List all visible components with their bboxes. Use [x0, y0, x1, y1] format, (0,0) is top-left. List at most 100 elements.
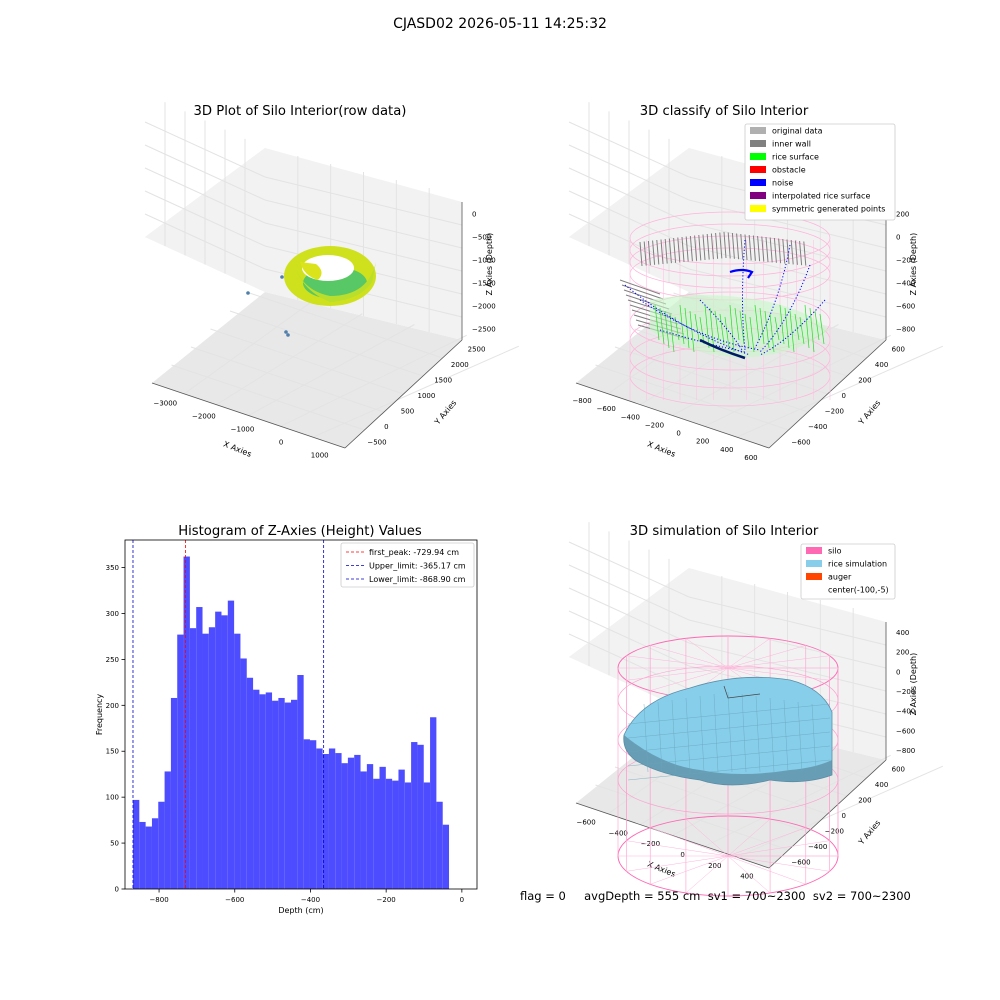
rice-surface-mark [814, 310, 820, 341]
x-tick-label: −800 [149, 896, 168, 904]
y-axis-line [768, 759, 887, 869]
z-tick-label: −800 [896, 326, 915, 334]
gridline [568, 121, 690, 178]
legend-label: rice surface [772, 153, 819, 162]
rice-surface-mark [789, 310, 795, 353]
gridline [210, 328, 404, 395]
gridline [704, 754, 891, 847]
rice-surface-mark [754, 304, 760, 341]
inner-wall-mark [790, 239, 794, 265]
inner-wall-mark [685, 236, 689, 262]
gridline [736, 345, 944, 438]
status-line: flag = 0 avgDepth = 555 cm sv1 = 700~230… [520, 889, 911, 903]
inner-wall-mark [677, 237, 681, 263]
auger-mark [723, 685, 761, 699]
x-tick-label: −2000 [192, 413, 216, 421]
silo-spoke [626, 855, 729, 872]
noise-streak [754, 244, 791, 349]
noise-streak [639, 299, 761, 351]
legend-swatch [750, 205, 766, 212]
surface-mesh-line [627, 759, 831, 781]
y-tick-label: 2000 [451, 361, 469, 369]
histogram-bar [404, 782, 412, 889]
silo-spoke [650, 827, 729, 857]
x-tick-label: −600 [225, 896, 244, 904]
histogram-bar [246, 677, 254, 889]
inner-wall-mark [710, 233, 714, 260]
legend-label: inner wall [772, 140, 811, 149]
inner-wall-mark [778, 238, 782, 264]
z-axis-label: Z Axies (Depth) [909, 233, 918, 296]
z-tick-label: −2500 [472, 326, 496, 334]
rice-surface-mark [759, 307, 765, 345]
gridline [595, 364, 789, 431]
gridline [595, 784, 789, 851]
legend-label: Upper_limit: -365.17 cm [369, 562, 466, 571]
rice-surface-mark [704, 304, 710, 349]
inner-wall-mark [736, 233, 740, 260]
gridline [183, 302, 311, 395]
histogram-bar [240, 658, 247, 889]
histogram-bar [202, 633, 209, 889]
inner-wall-mark [773, 237, 777, 263]
inner-wall-mark [769, 237, 773, 263]
legend-label: rice simulation [828, 560, 887, 569]
silo-spoke [727, 645, 806, 669]
histogram-bar [183, 556, 190, 889]
legend-swatch [806, 573, 822, 580]
inner-wall-mark [786, 239, 790, 265]
y-tick-label: −600 [791, 438, 810, 446]
histogram-bar [151, 818, 159, 889]
surface-mesh-line [627, 745, 831, 767]
silo-spoke [727, 840, 830, 857]
histogram-bar [309, 740, 317, 889]
legend-label: symmetric generated points [772, 205, 885, 214]
legend-label: noise [772, 179, 793, 188]
z-tick-label: 0 [472, 211, 476, 219]
silo-spoke [727, 855, 771, 894]
histogram-bar [189, 628, 197, 889]
histogram-bar [196, 607, 203, 889]
plot4-axes3d: −600 −400 −200 0 200 400 −600 −400 −200 0 200 400 60… [568, 522, 944, 897]
rice-surface-mark [684, 307, 690, 349]
surface-mesh-line [713, 693, 719, 773]
outlier-point [284, 330, 288, 334]
histogram-bar [265, 692, 273, 889]
histogram-bar [253, 689, 260, 889]
inner-wall-mark [621, 284, 664, 300]
z-tick-label: −200 [896, 257, 915, 265]
surface-mesh-line [727, 691, 733, 773]
z-tick-label: −200 [896, 688, 915, 696]
histogram-bar [132, 799, 140, 889]
legend-box [744, 123, 896, 221]
inner-wall-mark [689, 235, 693, 262]
inner-wall-mark [794, 240, 798, 265]
gridline [280, 334, 467, 427]
inner-wall-mark [731, 232, 735, 259]
inner-wall-mark [723, 231, 727, 259]
inner-wall-mark [647, 240, 651, 266]
surface-mesh-line [783, 699, 789, 773]
histogram-bar [215, 611, 222, 889]
rice-surface-mark [744, 313, 750, 349]
y-axis-label: Y Axies [856, 398, 882, 427]
legend-label: interpolated rice surface [772, 192, 870, 201]
x-axis-line [151, 382, 346, 449]
inner-wall-mark [748, 234, 752, 261]
inner-wall-mark [799, 240, 803, 266]
y-tick-label: 400 [875, 781, 888, 789]
y-tick-label: −200 [825, 827, 844, 835]
gridline [312, 345, 520, 438]
y-tick-label: 1500 [434, 377, 452, 385]
histogram-bar [170, 697, 178, 889]
z-tick-label: −2000 [472, 303, 496, 311]
inner-wall-mark [698, 234, 702, 261]
surface-mesh-line [741, 693, 747, 773]
inner-wall-mark [752, 235, 756, 261]
gridline [229, 310, 424, 377]
histogram-bar [436, 801, 443, 889]
histogram-bar [322, 753, 329, 889]
gridline [614, 766, 809, 833]
inner-wall-mark [639, 241, 643, 267]
inner-wall-mark [803, 241, 807, 266]
